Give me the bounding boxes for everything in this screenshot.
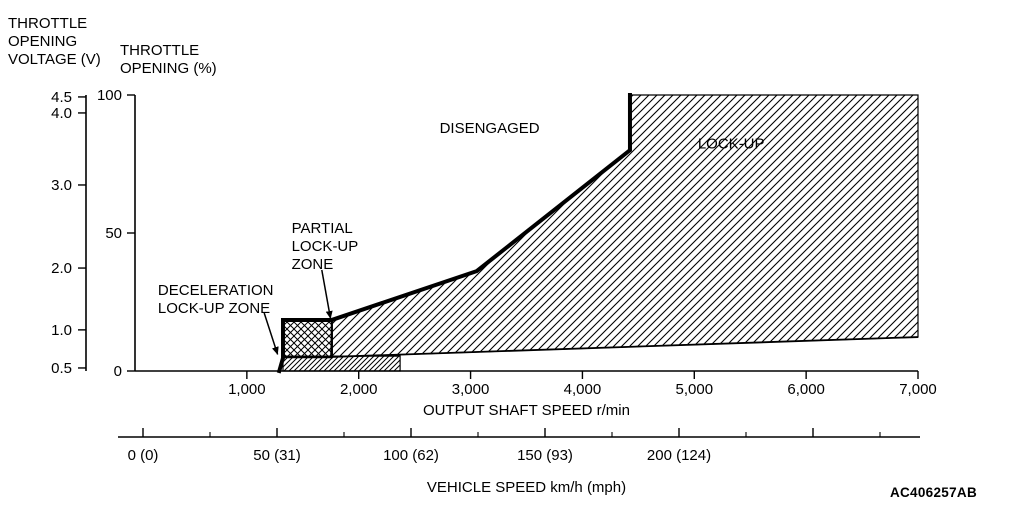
vehicle-speed-tick-label: 100 (62) — [383, 447, 439, 464]
partial-lockup-label-line: LOCK-UP — [292, 238, 359, 255]
figure-code: AC406257AB — [889, 485, 977, 500]
voltage-axis-title-line: OPENING — [8, 33, 77, 50]
percent-axis-tick-label: 50 — [105, 225, 122, 242]
voltage-axis-tick-label: 4.5 — [51, 89, 72, 106]
voltage-axis-title-line: THROTTLE — [8, 15, 87, 32]
partial-lockup-region — [281, 318, 333, 359]
output-shaft-tick-label: 6,000 — [787, 381, 825, 398]
partial-lockup-label-line: ZONE — [292, 256, 334, 273]
vehicle-speed-axis-title: VEHICLE SPEED km/h (mph) — [427, 479, 626, 496]
disengaged-label: DISENGAGED — [440, 120, 540, 137]
deceleration-lockup-label-line: LOCK-UP ZONE — [158, 300, 270, 317]
voltage-axis-tick-label: 1.0 — [51, 322, 72, 339]
vehicle-speed-tick-label: 50 (31) — [253, 447, 301, 464]
output-shaft-tick-label: 1,000 — [228, 381, 266, 398]
output-shaft-tick-label: 3,000 — [452, 381, 490, 398]
deceleration-lockup-region — [282, 355, 401, 372]
voltage-axis-tick-label: 0.5 — [51, 360, 72, 377]
output-shaft-tick-label: 2,000 — [340, 381, 378, 398]
voltage-axis-tick-label: 3.0 — [51, 177, 72, 194]
lockup-engage-boundary — [276, 93, 632, 374]
deceleration-lockup-label-line: DECELERATION — [158, 282, 274, 299]
vehicle-speed-tick-label: 200 (124) — [647, 447, 711, 464]
vehicle-speed-tick-label: 0 (0) — [128, 447, 159, 464]
output-shaft-tick-label: 5,000 — [676, 381, 714, 398]
lockup-region — [330, 94, 919, 358]
output-shaft-axis-title: OUTPUT SHAFT SPEED r/min — [423, 402, 630, 419]
lockup-label: LOCK-UP — [698, 135, 765, 152]
percent-axis-tick-label: 100 — [97, 87, 122, 104]
deceleration-lockup-label-arrow — [263, 312, 279, 355]
partial-lockup-label-line: PARTIAL — [292, 220, 353, 237]
percent-axis-title-line: THROTTLE — [120, 42, 199, 59]
voltage-axis-tick-label: 2.0 — [51, 260, 72, 277]
voltage-axis-tick-label: 4.0 — [51, 105, 72, 122]
percent-axis-title-line: OPENING (%) — [120, 60, 217, 77]
output-shaft-tick-label: 4,000 — [564, 381, 602, 398]
percent-axis-tick-label: 0 — [114, 363, 122, 380]
lockup-release-boundary — [330, 336, 919, 358]
vehicle-speed-tick-label: 150 (93) — [517, 447, 573, 464]
partial-lockup-label-arrow — [321, 269, 333, 320]
voltage-axis-title-line: VOLTAGE (V) — [8, 51, 101, 68]
output-shaft-tick-label: 7,000 — [899, 381, 937, 398]
